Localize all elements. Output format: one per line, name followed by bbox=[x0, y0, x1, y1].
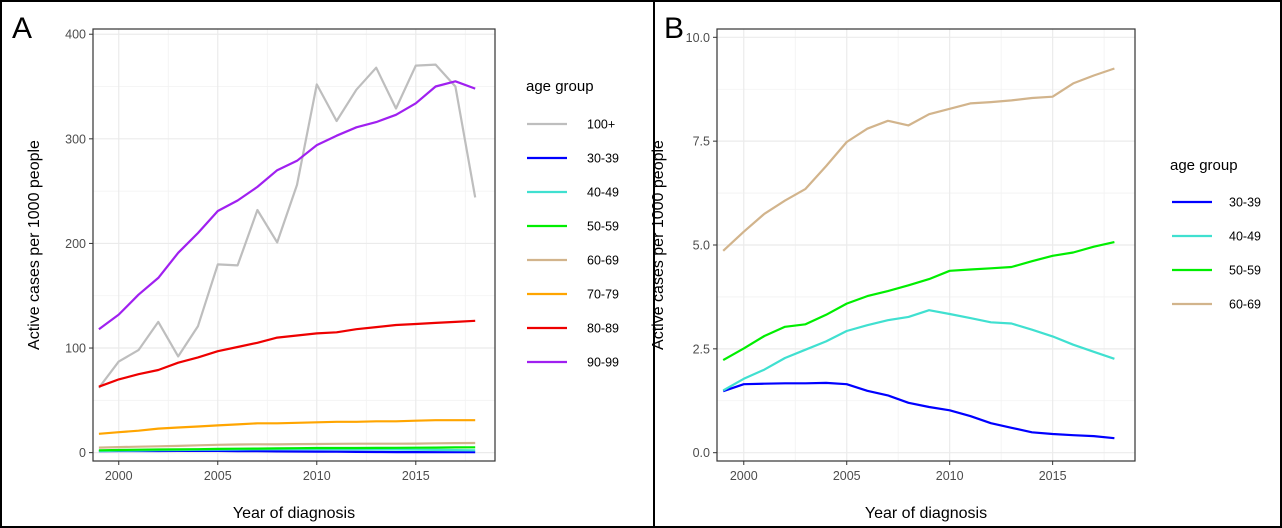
legend: age group 100+ 30-39 40-49 50-59 60-69 70-79 80… bbox=[526, 78, 619, 370]
series-line-100plus bbox=[98, 63, 477, 389]
series-lines bbox=[722, 67, 1115, 440]
series-line-50-59 bbox=[722, 241, 1115, 362]
legend-label: 60-69 bbox=[1229, 298, 1261, 312]
x-axis-title: Year of diagnosis bbox=[233, 505, 355, 522]
x-tick-label: 2000 bbox=[730, 469, 758, 483]
legend-label: 30-39 bbox=[1229, 196, 1261, 210]
legend-label: 70-79 bbox=[587, 288, 619, 302]
x-tick-label: 2000 bbox=[105, 469, 133, 483]
y-tick-label: 7.5 bbox=[693, 135, 710, 149]
series-lines bbox=[98, 63, 477, 454]
x-tick-label: 2010 bbox=[303, 469, 331, 483]
y-axis-title: Active cases per 1000 people bbox=[26, 140, 43, 350]
plot-border bbox=[92, 28, 496, 462]
legend: age group 30-39 40-49 50-59 60-69 bbox=[1170, 157, 1261, 312]
x-tick-label: 2005 bbox=[833, 469, 861, 483]
series-line-30-39 bbox=[722, 381, 1115, 440]
series-line-70-79 bbox=[98, 419, 476, 435]
legend-label: 40-49 bbox=[1229, 230, 1261, 244]
panel-b: B 0.0 2.5 5.0 7.5 10.0 2000 2005 2010 2015 Year of… bbox=[650, 12, 1261, 522]
x-axis-title: Year of diagnosis bbox=[865, 505, 987, 522]
y-tick-label: 300 bbox=[65, 132, 86, 146]
y-tick-label: 0.0 bbox=[693, 446, 710, 460]
panel-letter-b: B bbox=[664, 12, 684, 45]
panel-a: A 0 100 200 300 400 2000 2005 2010 2015 Year of di… bbox=[12, 12, 619, 522]
legend-title: age group bbox=[1170, 157, 1238, 174]
y-tick-label: 2.5 bbox=[693, 342, 710, 356]
series-line-90-99 bbox=[98, 80, 476, 331]
y-tick-label: 5.0 bbox=[693, 239, 710, 253]
legend-label: 30-39 bbox=[587, 152, 619, 166]
legend-label: 40-49 bbox=[587, 186, 619, 200]
legend-title: age group bbox=[526, 78, 594, 95]
x-tick-label: 2015 bbox=[402, 469, 430, 483]
y-tick-label: 10.0 bbox=[686, 31, 710, 45]
y-tick-label: 0 bbox=[79, 446, 86, 460]
x-tick-label: 2005 bbox=[204, 469, 232, 483]
legend-label: 50-59 bbox=[587, 220, 619, 234]
plot-area bbox=[93, 29, 495, 461]
series-line-80-89 bbox=[98, 319, 476, 388]
panel-letter-a: A bbox=[12, 12, 32, 45]
y-tick-label: 200 bbox=[65, 237, 86, 251]
legend-label: 50-59 bbox=[1229, 264, 1261, 278]
x-tick-label: 2015 bbox=[1039, 469, 1067, 483]
legend-label: 60-69 bbox=[587, 254, 619, 268]
legend-label: 100+ bbox=[587, 118, 615, 132]
series-line-60-69 bbox=[722, 67, 1115, 252]
legend-label: 80-89 bbox=[587, 322, 619, 336]
x-tick-label: 2010 bbox=[936, 469, 964, 483]
y-tick-label: 100 bbox=[65, 342, 86, 356]
y-axis-title: Active cases per 1000 people bbox=[650, 140, 667, 350]
series-line-50-59 bbox=[98, 446, 476, 452]
series-line-40-49 bbox=[722, 309, 1115, 392]
y-tick-label: 400 bbox=[65, 28, 86, 42]
legend-label: 90-99 bbox=[587, 356, 619, 370]
series-line-60-69 bbox=[98, 441, 476, 449]
